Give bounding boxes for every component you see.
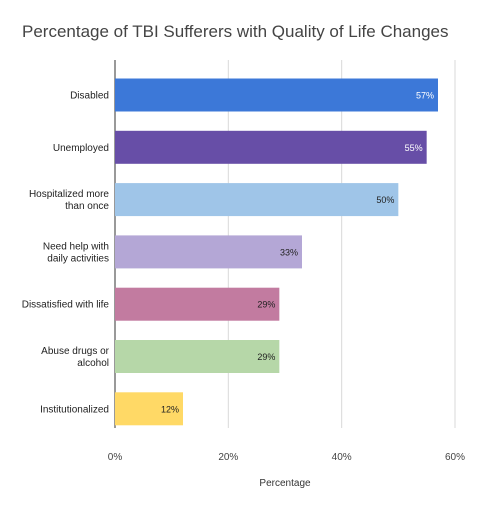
category-label-line: Institutionalized	[40, 404, 109, 415]
x-tick-label: 20%	[218, 452, 238, 463]
category-label: Unemployed	[53, 143, 109, 154]
chart-title: Percentage of TBI Sufferers with Quality…	[22, 22, 449, 41]
category-label: Dissatisfied with life	[22, 300, 110, 311]
data-labels: 57% 55% 50% 33% 29% 29% 12%	[161, 91, 434, 415]
category-labels: Disabled Unemployed Hospitalized more than …	[22, 91, 110, 416]
category-label: Institutionalized	[40, 404, 109, 415]
data-label: 33%	[280, 247, 298, 257]
data-label: 12%	[161, 404, 179, 414]
bar	[115, 183, 399, 217]
category-label-line: Need help with	[43, 241, 109, 252]
bar	[115, 287, 280, 321]
category-label-line: Unemployed	[53, 143, 109, 154]
bar	[115, 78, 438, 112]
category-label-line: than once	[65, 201, 109, 212]
data-label: 29%	[257, 300, 275, 310]
bars	[115, 78, 438, 426]
data-label: 29%	[257, 352, 275, 362]
x-tick-labels: 0% 20% 40% 60%	[108, 452, 465, 463]
category-label: Hospitalized more than once	[29, 189, 109, 212]
x-axis-title: Percentage	[259, 478, 311, 489]
category-label-line: daily activities	[47, 253, 109, 264]
data-label: 55%	[405, 143, 423, 153]
bar	[115, 235, 302, 269]
bar	[115, 392, 183, 426]
category-label: Disabled	[70, 91, 109, 102]
data-label: 50%	[376, 195, 394, 205]
data-label: 57%	[416, 91, 434, 101]
bar	[115, 130, 427, 164]
category-label-line: alcohol	[77, 358, 109, 369]
x-tick-label: 0%	[108, 452, 123, 463]
category-label-line: Disabled	[70, 91, 109, 102]
x-tick-label: 60%	[445, 452, 465, 463]
category-label: Need help with daily activities	[43, 241, 109, 264]
category-label-line: Abuse drugs or	[41, 346, 109, 357]
bar	[115, 340, 280, 373]
category-label: Abuse drugs or alcohol	[41, 346, 109, 369]
x-tick-label: 40%	[332, 452, 352, 463]
category-label-line: Dissatisfied with life	[22, 300, 110, 311]
category-label-line: Hospitalized more	[29, 189, 109, 200]
